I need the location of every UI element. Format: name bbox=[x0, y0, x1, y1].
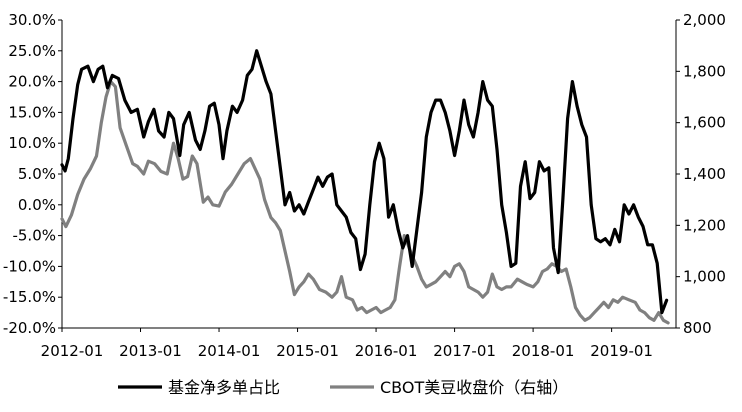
right-tick-label: 2,000 bbox=[683, 11, 726, 29]
x-tick-label: 2017-01 bbox=[433, 342, 496, 360]
left-tick-label: 0.0% bbox=[18, 196, 56, 214]
series-lines bbox=[60, 49, 670, 325]
left-tick-label: -10.0% bbox=[3, 257, 56, 275]
right-tick-label: 1,400 bbox=[683, 165, 726, 183]
right-tick-label: 1,800 bbox=[683, 62, 726, 80]
fund-net-long-ratio-line bbox=[60, 49, 669, 315]
x-tick-label: 2013-01 bbox=[119, 342, 182, 360]
cbot-soybean-close-line bbox=[60, 80, 670, 325]
x-tick-label: 2014-01 bbox=[198, 342, 261, 360]
x-tick-label: 2018-01 bbox=[512, 342, 575, 360]
left-tick-label: 25.0% bbox=[8, 42, 56, 60]
left-tick-label: 30.0% bbox=[8, 11, 56, 29]
x-tick-label: 2019-01 bbox=[590, 342, 653, 360]
x-tick-label: 2012-01 bbox=[41, 342, 104, 360]
right-tick-label: 1,200 bbox=[683, 216, 726, 234]
x-tick-label: 2015-01 bbox=[276, 342, 339, 360]
legend-label-fund-net-long: 基金净多单占比 bbox=[168, 378, 280, 397]
left-tick-label: 5.0% bbox=[18, 165, 56, 183]
legend: 基金净多单占比 CBOT美豆收盘价（右轴） bbox=[118, 378, 568, 397]
left-tick-label: 20.0% bbox=[8, 73, 56, 91]
legend-label-cbot-soybean: CBOT美豆收盘价（右轴） bbox=[380, 378, 568, 397]
right-tick-label: 800 bbox=[683, 319, 712, 337]
axes: -20.0% -15.0% -10.0% -5.0% 0.0% 5.0% 10.0% 15.0… bbox=[3, 11, 726, 360]
left-tick-label: 10.0% bbox=[8, 134, 56, 152]
left-tick-label: 15.0% bbox=[8, 103, 56, 121]
left-tick-label: -15.0% bbox=[3, 288, 56, 306]
x-tick-label: 2016-01 bbox=[355, 342, 418, 360]
left-tick-label: -5.0% bbox=[12, 227, 56, 245]
left-tick-label: -20.0% bbox=[3, 319, 56, 337]
right-tick-label: 1,600 bbox=[683, 114, 726, 132]
right-tick-label: 1,000 bbox=[683, 268, 726, 286]
